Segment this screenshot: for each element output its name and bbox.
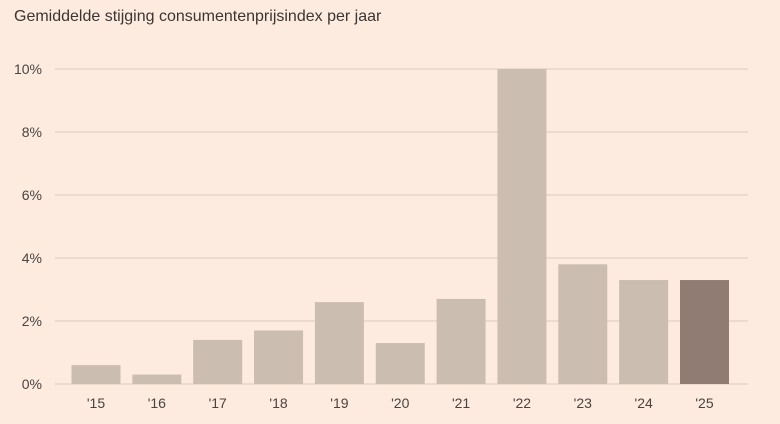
y-tick-label: 2%	[22, 313, 42, 329]
y-tick-label: 6%	[22, 187, 42, 203]
y-tick-label: 0%	[22, 376, 42, 392]
x-tick-label: '21	[452, 395, 470, 411]
x-tick-label: '19	[330, 395, 348, 411]
bar	[375, 343, 425, 384]
bar	[193, 339, 243, 384]
bar	[680, 280, 729, 384]
x-tick-label: '25	[695, 395, 713, 411]
x-tick-label: '24	[635, 395, 653, 411]
chart-title: Gemiddelde stijging consumentenprijsinde…	[14, 8, 382, 25]
y-tick-label: 8%	[22, 124, 42, 140]
bar	[71, 365, 121, 384]
x-tick-label: '18	[269, 395, 287, 411]
bar	[558, 264, 608, 384]
bar	[314, 302, 364, 384]
y-tick-label: 10%	[14, 61, 42, 77]
x-tick-label: '22	[513, 395, 531, 411]
x-tick-label: '20	[391, 395, 409, 411]
y-tick-label: 4%	[22, 250, 42, 266]
bar	[132, 374, 182, 384]
x-tick-label: '15	[87, 395, 105, 411]
bar	[497, 69, 547, 384]
bar	[254, 330, 304, 384]
bar	[436, 298, 486, 384]
x-tick-label: '17	[209, 395, 227, 411]
bar	[619, 280, 669, 384]
x-tick-label: '23	[574, 395, 592, 411]
x-tick-label: '16	[148, 395, 166, 411]
